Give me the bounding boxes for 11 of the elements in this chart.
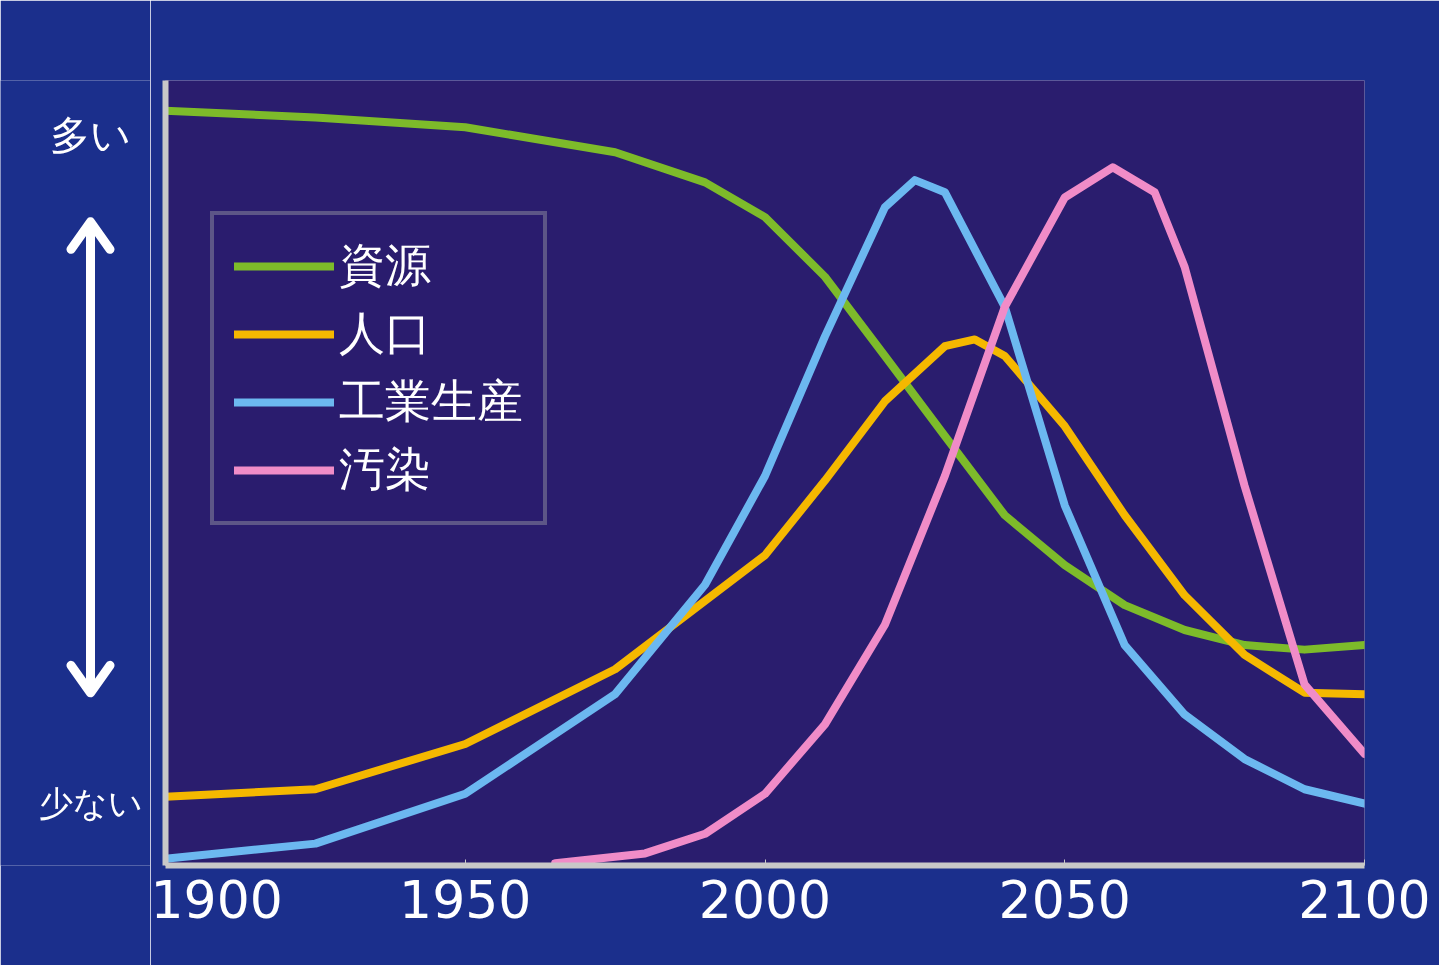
legend-label: 人口 [339, 305, 431, 362]
x-tick-label: 1950 [399, 869, 532, 930]
x-tick-label: 2000 [698, 869, 832, 930]
legend-label: 汚染 [339, 441, 431, 498]
x-tick-label: 2100 [1298, 869, 1431, 930]
legend-label: 工業生産 [339, 373, 523, 430]
x-tick-label: 2050 [998, 869, 1131, 930]
text: 少ない [38, 782, 143, 823]
x-tick-label: 1900 [150, 869, 283, 930]
text: 多い [50, 112, 131, 159]
legend-label: 資源 [339, 237, 431, 294]
